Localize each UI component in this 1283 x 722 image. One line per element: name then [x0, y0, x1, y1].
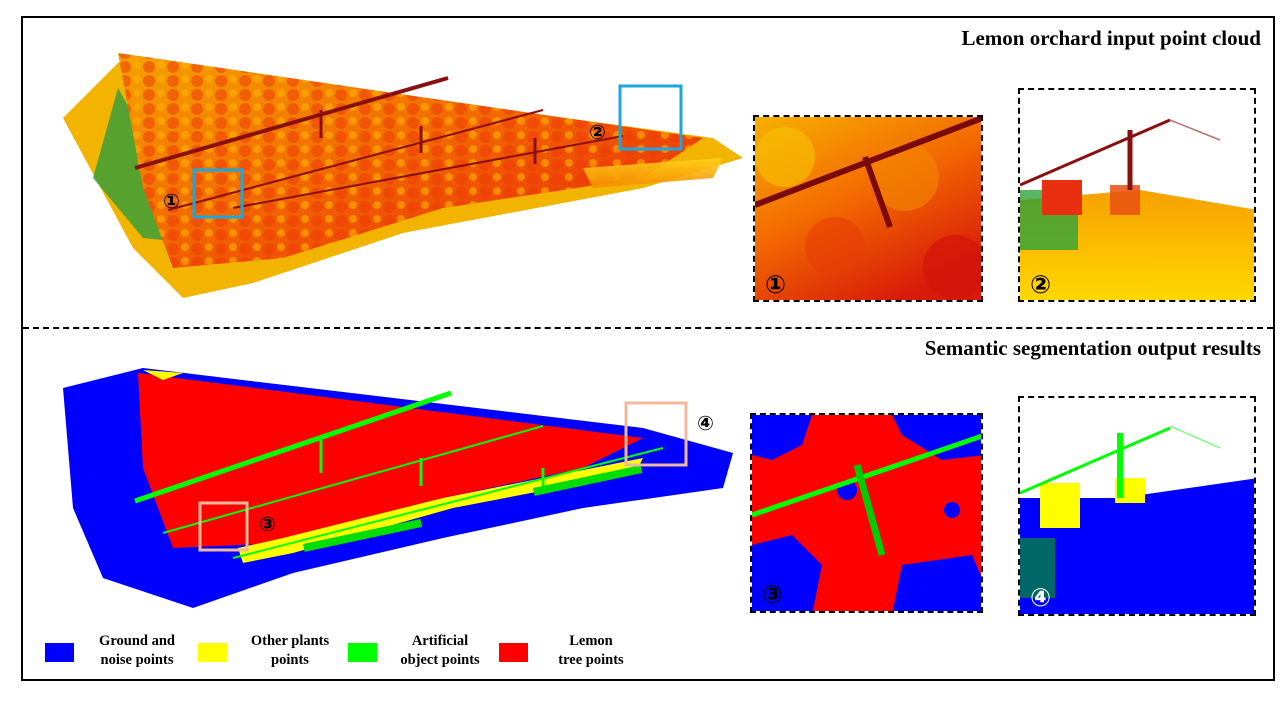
inset-1-marker: ① [765, 270, 786, 299]
legend-lemon-tree-line2: tree points [558, 652, 624, 668]
legend-artificial-line1: Artificial [411, 633, 469, 649]
marker-2-label: ② [589, 120, 606, 144]
zoom-inset-4: ④ [1018, 396, 1256, 616]
marker-1-label: ① [163, 189, 180, 213]
inset-4-marker: ④ [1030, 583, 1051, 612]
legend-ground-line2: noise points [100, 652, 174, 668]
inset-3-marker: ③ [762, 580, 783, 609]
bottom-panel-title: Semantic segmentation output results [924, 336, 1261, 360]
zoom-inset-1: ① [753, 115, 983, 302]
marker-3-label: ③ [259, 512, 276, 536]
input-point-cloud: ① ② [63, 53, 743, 298]
panel-divider [23, 327, 1273, 329]
figure-frame: Lemon orchard input point cloud [21, 16, 1275, 681]
legend-artificial-line2: object points [400, 652, 480, 668]
zoom-inset-2: ② [1018, 88, 1256, 302]
marker-4-label: ④ [697, 411, 714, 435]
top-panel-title: Lemon orchard input point cloud [961, 26, 1261, 50]
legend-ground-line1: Ground and [99, 633, 175, 649]
legend-lemon-tree-swatch [499, 643, 528, 662]
legend-ground: Ground and noise points [45, 632, 205, 672]
legend-other-plants-line2: points [271, 652, 309, 668]
segmentation-point-cloud: ③ ④ [63, 368, 733, 608]
legend-lemon-tree-line1: Lemon [569, 633, 613, 649]
inset-2-marker: ② [1030, 270, 1051, 299]
legend-other-plants-swatch [198, 643, 227, 662]
legend-ground-swatch [45, 643, 74, 662]
legend-other-plants: Other plants points [198, 632, 358, 672]
legend-artificial-swatch [348, 643, 377, 662]
legend-artificial: Artificial object points [348, 632, 508, 672]
legend-other-plants-line1: Other plants [250, 633, 330, 649]
zoom-inset-3: ③ [750, 413, 983, 613]
legend-lemon-tree: Lemon tree points [499, 632, 659, 672]
